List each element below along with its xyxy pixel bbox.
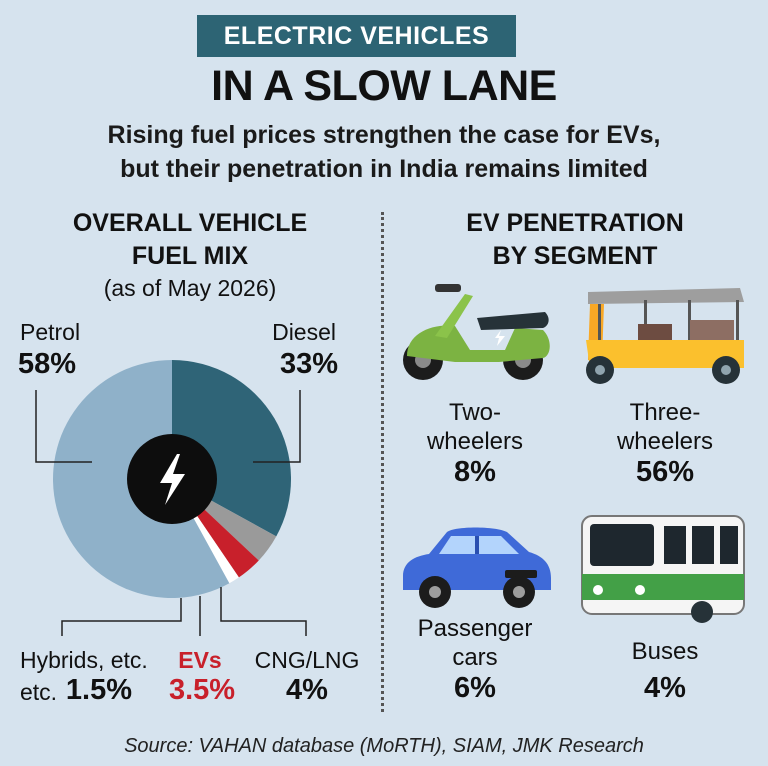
- petrol-leader-line: [35, 390, 92, 463]
- fuel-mix-title-line-2: FUEL MIX: [131, 242, 249, 270]
- hybrids-label: Hybrids, etc.: [20, 647, 148, 673]
- two-wheelers-label-1: Two-: [448, 399, 501, 426]
- three-wheelers-label-2: wheelers: [616, 428, 714, 455]
- source-note: Source: VAHAN database (MoRTH), SIAM, JM…: [124, 735, 644, 757]
- hybrids-leader-line: [61, 598, 182, 636]
- cng-leader-line: [220, 587, 307, 636]
- passenger-cars-label-1: Passenger: [417, 615, 533, 642]
- subtitle-line-2: but their penetration in India remains l…: [120, 155, 648, 183]
- diesel-label: Diesel: [272, 319, 336, 345]
- car-icon: [403, 527, 551, 608]
- headline: IN A SLOW LANE: [211, 62, 557, 110]
- buses-value: 4%: [644, 672, 686, 704]
- subtitle-line-1: Rising fuel prices strengthen the case f…: [107, 121, 661, 149]
- bus-icon: [581, 515, 745, 623]
- pie-center: [127, 434, 217, 524]
- lightning-bolt-icon: [160, 454, 185, 505]
- three-wheelers-label-1: Three-: [629, 399, 701, 426]
- evs-label: EVs: [178, 647, 222, 673]
- ev-penetration-title-line-2: BY SEGMENT: [492, 242, 658, 270]
- section-divider: [381, 212, 384, 712]
- buses-label: Buses: [631, 638, 699, 665]
- two-wheelers-label-2: wheelers: [426, 428, 524, 455]
- cng-value: 4%: [286, 674, 328, 706]
- diesel-leader-line: [253, 390, 301, 463]
- hybrids-label-suffix: etc.: [20, 679, 58, 705]
- diesel-value: 33%: [279, 348, 338, 380]
- petrol-label: Petrol: [20, 319, 81, 345]
- evs-value: 3.5%: [168, 674, 236, 706]
- cng-label: CNG/LNG: [254, 647, 360, 673]
- two-wheelers-value: 8%: [454, 456, 496, 488]
- passenger-cars-label-2: cars: [452, 644, 498, 671]
- fuel-mix-as-of: (as of May 2026): [103, 275, 277, 301]
- auto-rickshaw-icon: [586, 288, 744, 384]
- fuel-mix-title-line-1: OVERALL VEHICLE: [72, 209, 308, 237]
- ev-penetration-title-line-1: EV PENETRATION: [466, 209, 684, 237]
- three-wheelers-value: 56%: [635, 456, 695, 488]
- passenger-cars-value: 6%: [454, 672, 496, 704]
- petrol-value: 58%: [18, 348, 77, 380]
- section-tag: ELECTRIC VEHICLES: [197, 15, 516, 57]
- scooter-icon: [403, 284, 550, 380]
- hybrids-value: 1.5%: [65, 674, 132, 706]
